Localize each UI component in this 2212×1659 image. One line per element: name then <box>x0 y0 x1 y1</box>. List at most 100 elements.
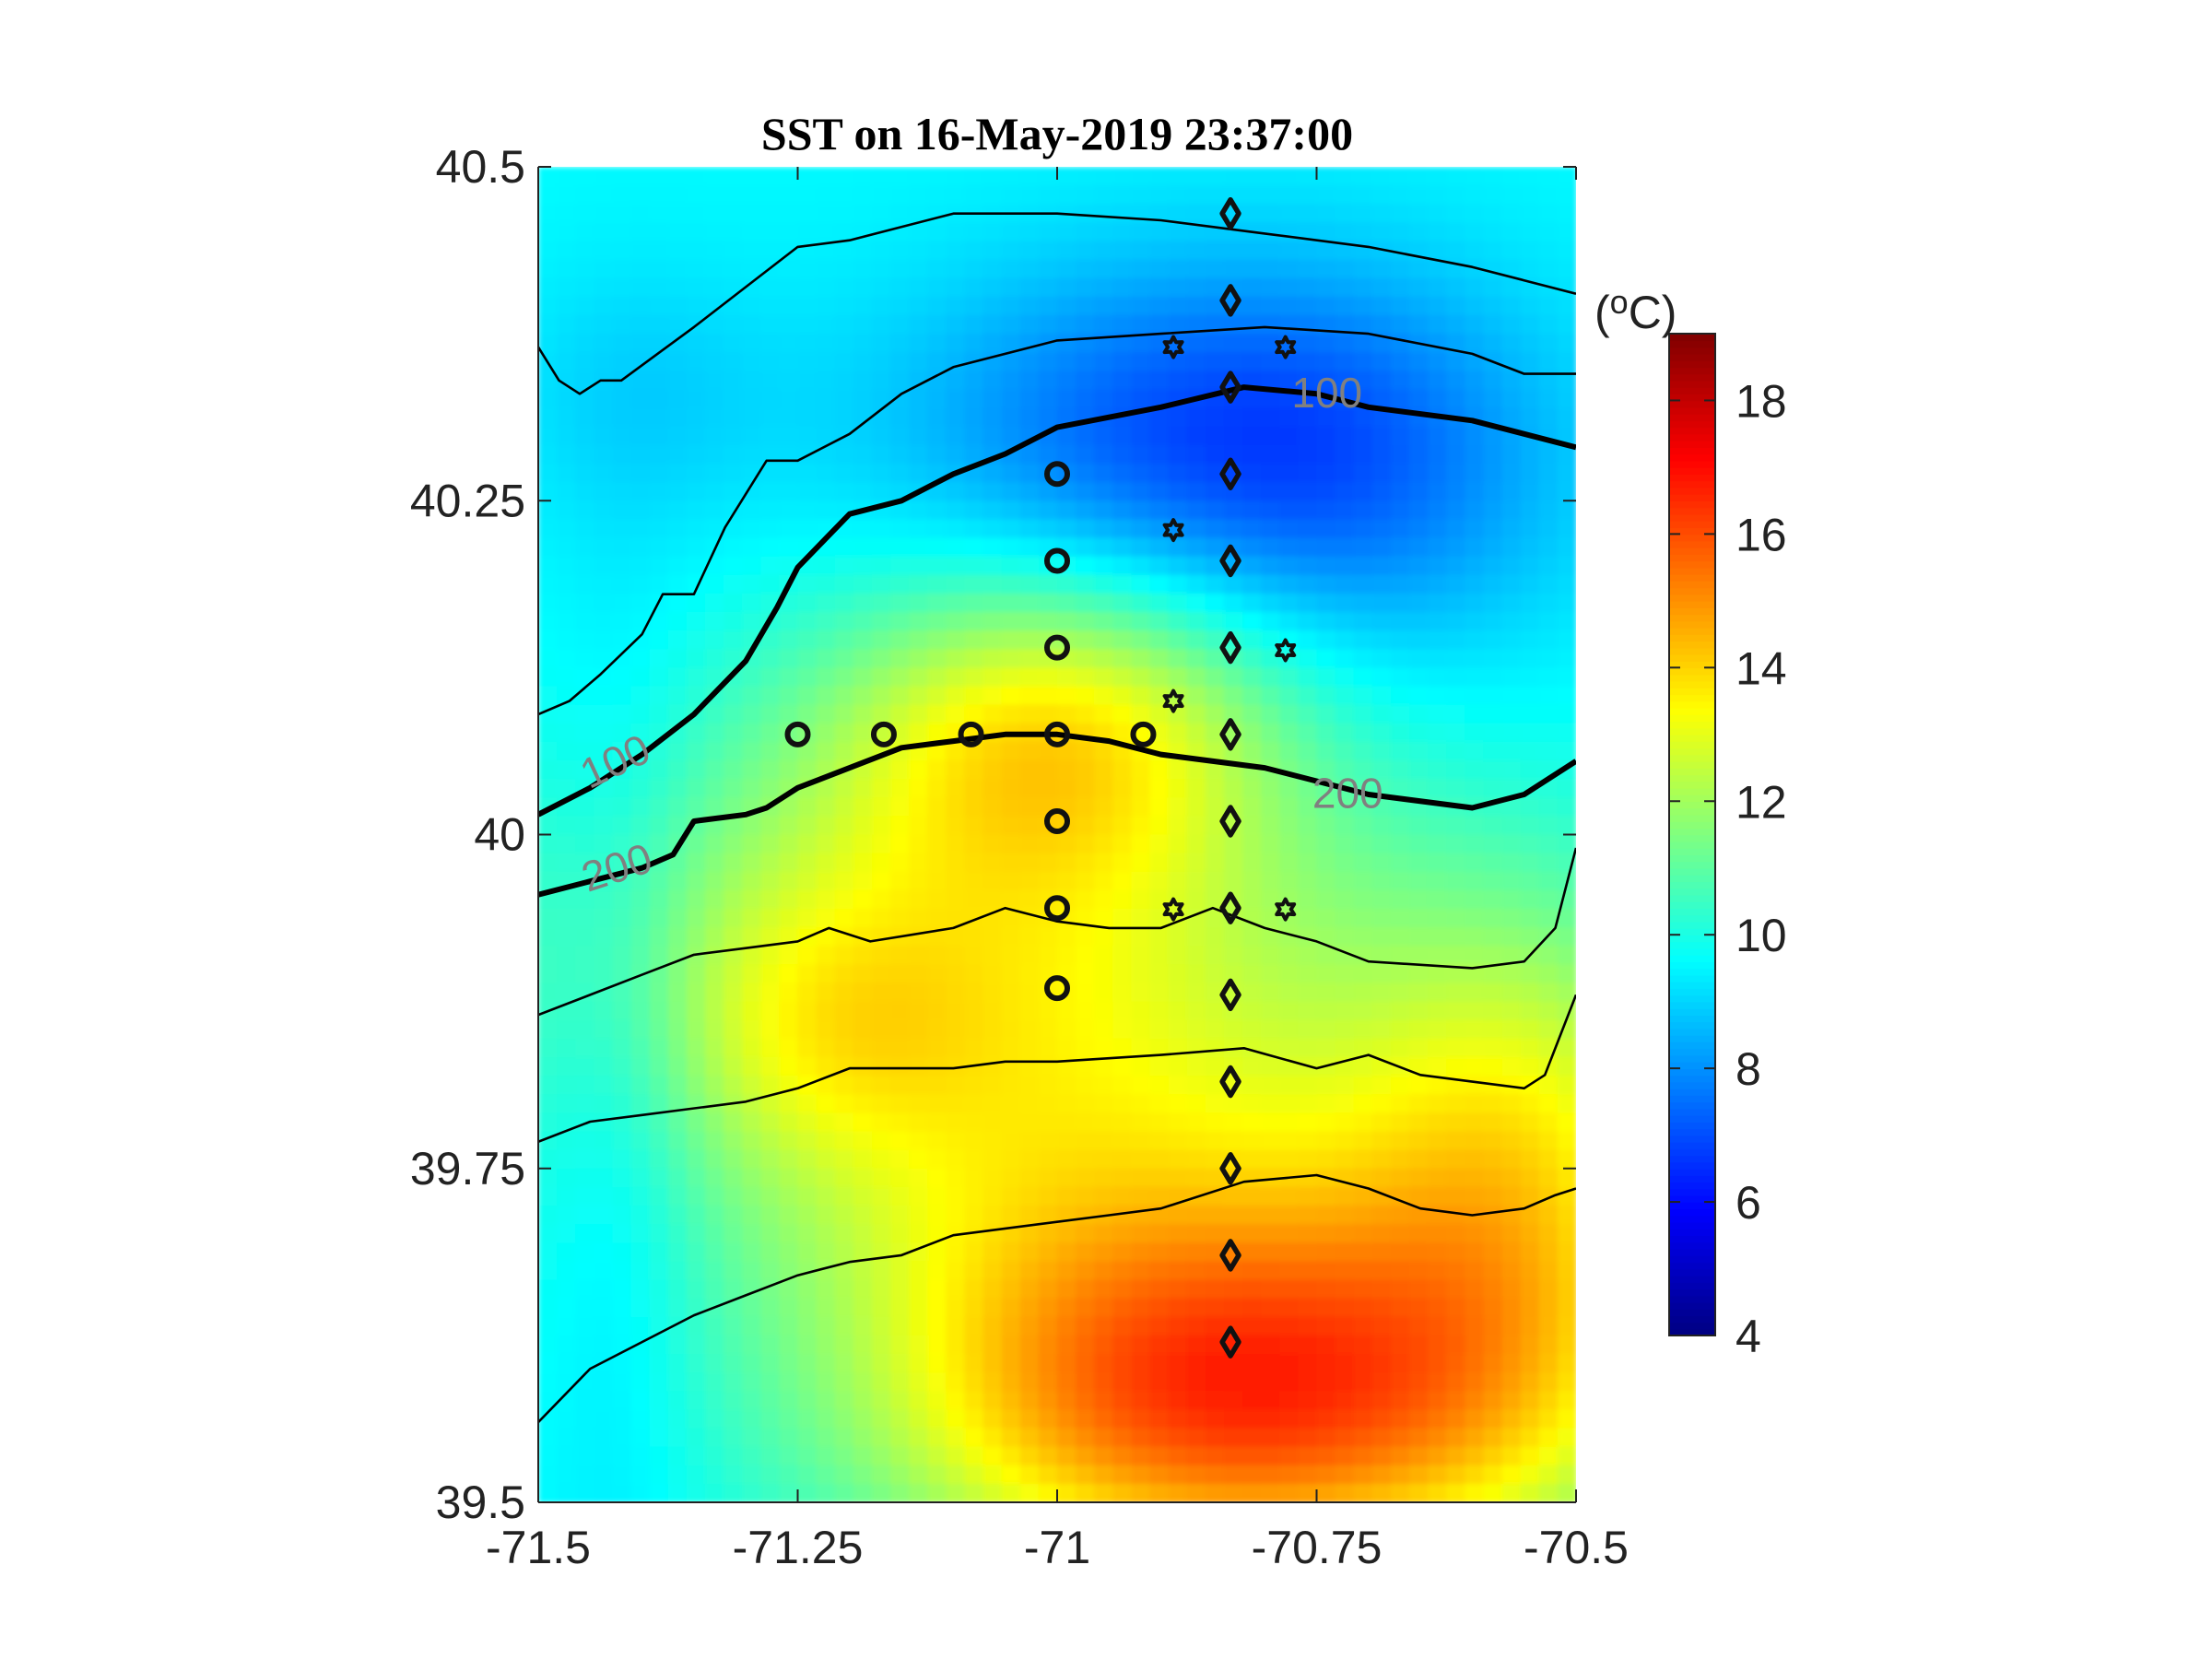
sst-cell <box>1298 853 1318 873</box>
sst-cell <box>1223 1409 1243 1430</box>
sst-cell <box>1520 1094 1540 1114</box>
sst-cell <box>946 185 966 206</box>
colorbar-swatch <box>1669 554 1715 562</box>
sst-cell <box>1038 500 1058 521</box>
sst-cell <box>1057 612 1077 631</box>
sst-cell <box>1353 1316 1373 1336</box>
sst-cell <box>1279 1242 1300 1263</box>
sst-cell <box>1390 1242 1410 1263</box>
sst-cell <box>1168 315 1188 335</box>
sst-cell <box>667 1038 688 1058</box>
sst-cell <box>538 1409 558 1430</box>
sst-cell <box>964 982 984 1003</box>
sst-cell <box>1242 537 1262 558</box>
sst-cell <box>1557 741 1576 761</box>
sst-cell <box>1205 1019 1225 1040</box>
sst-cell <box>1279 222 1300 242</box>
sst-cell <box>704 1131 724 1151</box>
sst-cell <box>649 222 669 242</box>
sst-cell <box>1465 444 1485 465</box>
sst-cell <box>575 1483 595 1502</box>
sst-cell <box>1298 1335 1318 1355</box>
sst-cell <box>982 296 1003 316</box>
sst-cell <box>704 1354 724 1373</box>
sst-cell <box>816 352 836 372</box>
sst-cell <box>1520 816 1540 836</box>
sst-cell <box>1205 741 1225 761</box>
sst-cell <box>1465 241 1485 261</box>
sst-cell <box>649 1354 669 1373</box>
station-circle <box>958 721 984 747</box>
sst-cell <box>1465 964 1485 984</box>
sst-cell <box>667 853 688 873</box>
sst-cell <box>964 556 984 576</box>
colorbar-swatch <box>1669 413 1715 422</box>
sst-cell <box>575 927 595 947</box>
sst-cell <box>1465 649 1485 669</box>
sst-cell <box>946 1428 966 1448</box>
sst-cell <box>964 1094 984 1114</box>
sst-cell <box>1019 315 1040 335</box>
sst-cell <box>1335 649 1355 669</box>
sst-cell <box>760 1206 781 1225</box>
sst-cell <box>724 982 743 1003</box>
sst-cell <box>1019 464 1040 483</box>
sst-cell <box>575 760 595 780</box>
sst-cell <box>1465 556 1485 576</box>
sst-cell <box>538 1335 558 1355</box>
colorbar-unit-degree: o <box>1610 283 1629 321</box>
sst-cell <box>1019 1428 1040 1448</box>
sst-cell <box>834 1391 854 1411</box>
sst-cell <box>1131 277 1151 298</box>
sst-cell <box>1094 482 1114 502</box>
sst-cell <box>1428 704 1448 724</box>
sst-cell <box>1242 704 1262 724</box>
sst-cell <box>1279 1206 1300 1225</box>
sst-cell <box>1520 1206 1540 1225</box>
sst-cell <box>1520 537 1540 558</box>
sst-cell <box>1371 1409 1392 1430</box>
sst-cell <box>1131 667 1151 688</box>
sst-cell <box>1353 649 1373 669</box>
sst-cell <box>982 1019 1003 1040</box>
sst-cell <box>742 982 762 1003</box>
sst-cell <box>649 889 669 910</box>
sst-cell <box>779 1483 799 1502</box>
sst-cell <box>1242 871 1262 891</box>
sst-cell <box>1242 444 1262 465</box>
sst-cell <box>1112 1483 1133 1502</box>
sst-cell <box>1094 1279 1114 1300</box>
sst-cell <box>1409 1446 1429 1466</box>
sst-cell <box>1094 1391 1114 1411</box>
sst-cell <box>704 723 724 743</box>
sst-cell <box>909 1298 929 1318</box>
colorbar-swatch <box>1669 1275 1715 1283</box>
sst-cell <box>779 537 799 558</box>
sst-cell <box>1409 816 1429 836</box>
sst-cell <box>1076 277 1096 298</box>
sst-cell <box>1501 537 1522 558</box>
sst-cell <box>686 1112 706 1133</box>
sst-cell <box>1316 426 1336 446</box>
sst-cell <box>1038 1057 1058 1077</box>
sst-cell <box>704 1168 724 1188</box>
sst-cell <box>853 1206 873 1225</box>
sst-cell <box>1242 797 1262 818</box>
sst-cell <box>1520 1168 1540 1188</box>
sst-cell <box>612 964 632 984</box>
sst-cell <box>612 1186 632 1206</box>
sst-cell <box>1316 464 1336 483</box>
sst-cell <box>1446 1224 1466 1244</box>
sst-cell <box>1316 556 1336 576</box>
sst-cell <box>1353 500 1373 521</box>
sst-cell <box>612 612 632 631</box>
sst-cell <box>1076 204 1096 224</box>
sst-cell <box>982 1168 1003 1188</box>
sst-cell <box>1483 315 1503 335</box>
sst-cell <box>909 667 929 688</box>
sst-cell <box>724 1001 743 1021</box>
sst-cell <box>1409 630 1429 651</box>
sst-cell <box>946 556 966 576</box>
sst-cell <box>1205 1316 1225 1336</box>
sst-cell <box>1483 222 1503 242</box>
